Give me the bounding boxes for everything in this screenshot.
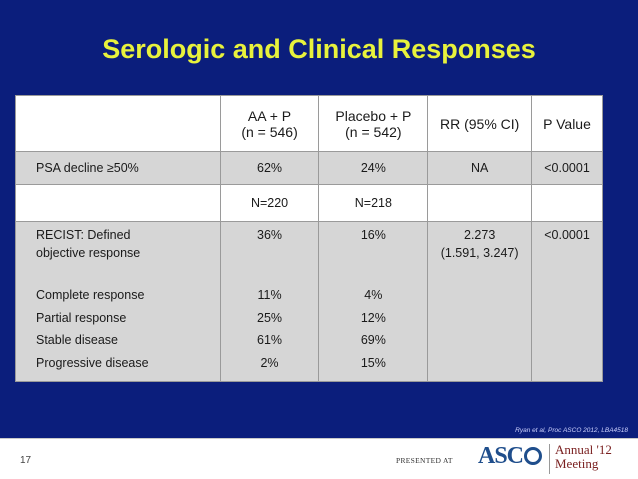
recist-label-line1: RECIST: Defined: [36, 228, 131, 242]
psa-placebo: 24%: [318, 151, 429, 185]
psa-p: <0.0001: [531, 151, 603, 185]
citation: Ryan et al, Proc ASCO 2012, LBA4518: [515, 427, 628, 434]
subrow-aa: 61%: [257, 333, 283, 347]
asco-logo-text: ASC: [478, 443, 524, 469]
header-empty-cell: [15, 95, 221, 152]
psa-aa: 62%: [219, 151, 320, 185]
annual-meeting-logo: Annual '12 Meeting: [555, 443, 635, 471]
recist-label-line2: objective response: [36, 246, 141, 260]
asco-o-icon: [524, 447, 543, 465]
subrow-label: Stable disease: [36, 333, 119, 347]
slide-title: Serologic and Clinical Responses: [102, 34, 536, 64]
footer-bar: [0, 438, 638, 479]
header-aa-p-line2: (n = 546): [241, 123, 298, 140]
recist-rr-line2: (1.591, 3.247): [440, 246, 519, 260]
header-placebo-p-line1: Placebo + P: [335, 107, 412, 124]
subrow-aa: 2%: [260, 355, 279, 370]
recist-p: <0.0001: [544, 228, 590, 242]
table-row-recist: RECIST: Defined objective response Compl…: [15, 221, 603, 382]
header-placebo-p: Placebo + P (n = 542): [318, 95, 429, 152]
n-label: [15, 184, 221, 222]
recist-rr: 2.273 (1.591, 3.247): [428, 222, 531, 284]
presented-at-label: PRESENTED AT: [396, 456, 453, 465]
subrow-label: Partial response: [36, 310, 127, 325]
n-placebo: N=218: [318, 184, 429, 222]
subrow-placebo: 69%: [360, 333, 386, 347]
recist-aa: 36%: [257, 228, 283, 242]
table-row-psa: PSA decline ≥50% 62% 24% NA <0.0001: [15, 151, 603, 185]
recist-rr-line1: 2.273: [464, 228, 496, 242]
annual-meeting-line1: Annual '12: [555, 442, 612, 457]
page-number: 17: [20, 455, 32, 466]
header-placebo-p-line2: (n = 542): [345, 123, 402, 140]
footer-divider: [549, 444, 550, 474]
subrow-placebo: 15%: [360, 355, 386, 370]
annual-meeting-line2: Meeting: [555, 456, 599, 471]
n-p-empty: [531, 184, 603, 222]
recist-placebo: 16%: [360, 228, 386, 242]
n-rr-empty: [427, 184, 533, 222]
asco-logo: ASC: [478, 443, 543, 470]
recist-p-cell: <0.0001: [531, 221, 603, 382]
subrow-label: Progressive disease: [36, 355, 149, 370]
table-row-n: N=220 N=218: [15, 184, 603, 222]
psa-rr: NA: [427, 151, 533, 185]
header-aa-p-line1: AA + P: [247, 107, 292, 124]
responses-table: AA + P (n = 546) Placebo + P (n = 542) R…: [15, 95, 603, 382]
subrow-placebo: 12%: [360, 310, 386, 325]
subrow-label: Complete response: [36, 288, 145, 302]
table-header-row: AA + P (n = 546) Placebo + P (n = 542) R…: [15, 95, 603, 152]
header-aa-p: AA + P (n = 546): [219, 95, 320, 152]
subrow-aa: 25%: [257, 310, 283, 325]
subrow-aa: 11%: [257, 288, 282, 302]
recist-aa-cell: 36% 11% 25% 61% 2%: [219, 221, 320, 382]
recist-label-cell: RECIST: Defined objective response Compl…: [15, 221, 221, 382]
header-p-value: P Value: [531, 95, 603, 152]
recist-rr-cell: 2.273 (1.591, 3.247): [427, 221, 533, 382]
subrow-placebo: 4%: [364, 288, 383, 302]
psa-label: PSA decline ≥50%: [15, 151, 221, 185]
n-aa: N=220: [219, 184, 320, 222]
recist-label: RECIST: Defined objective response: [36, 222, 220, 284]
recist-placebo-cell: 16% 4% 12% 69% 15%: [318, 221, 429, 382]
header-rr: RR (95% CI): [427, 95, 533, 152]
